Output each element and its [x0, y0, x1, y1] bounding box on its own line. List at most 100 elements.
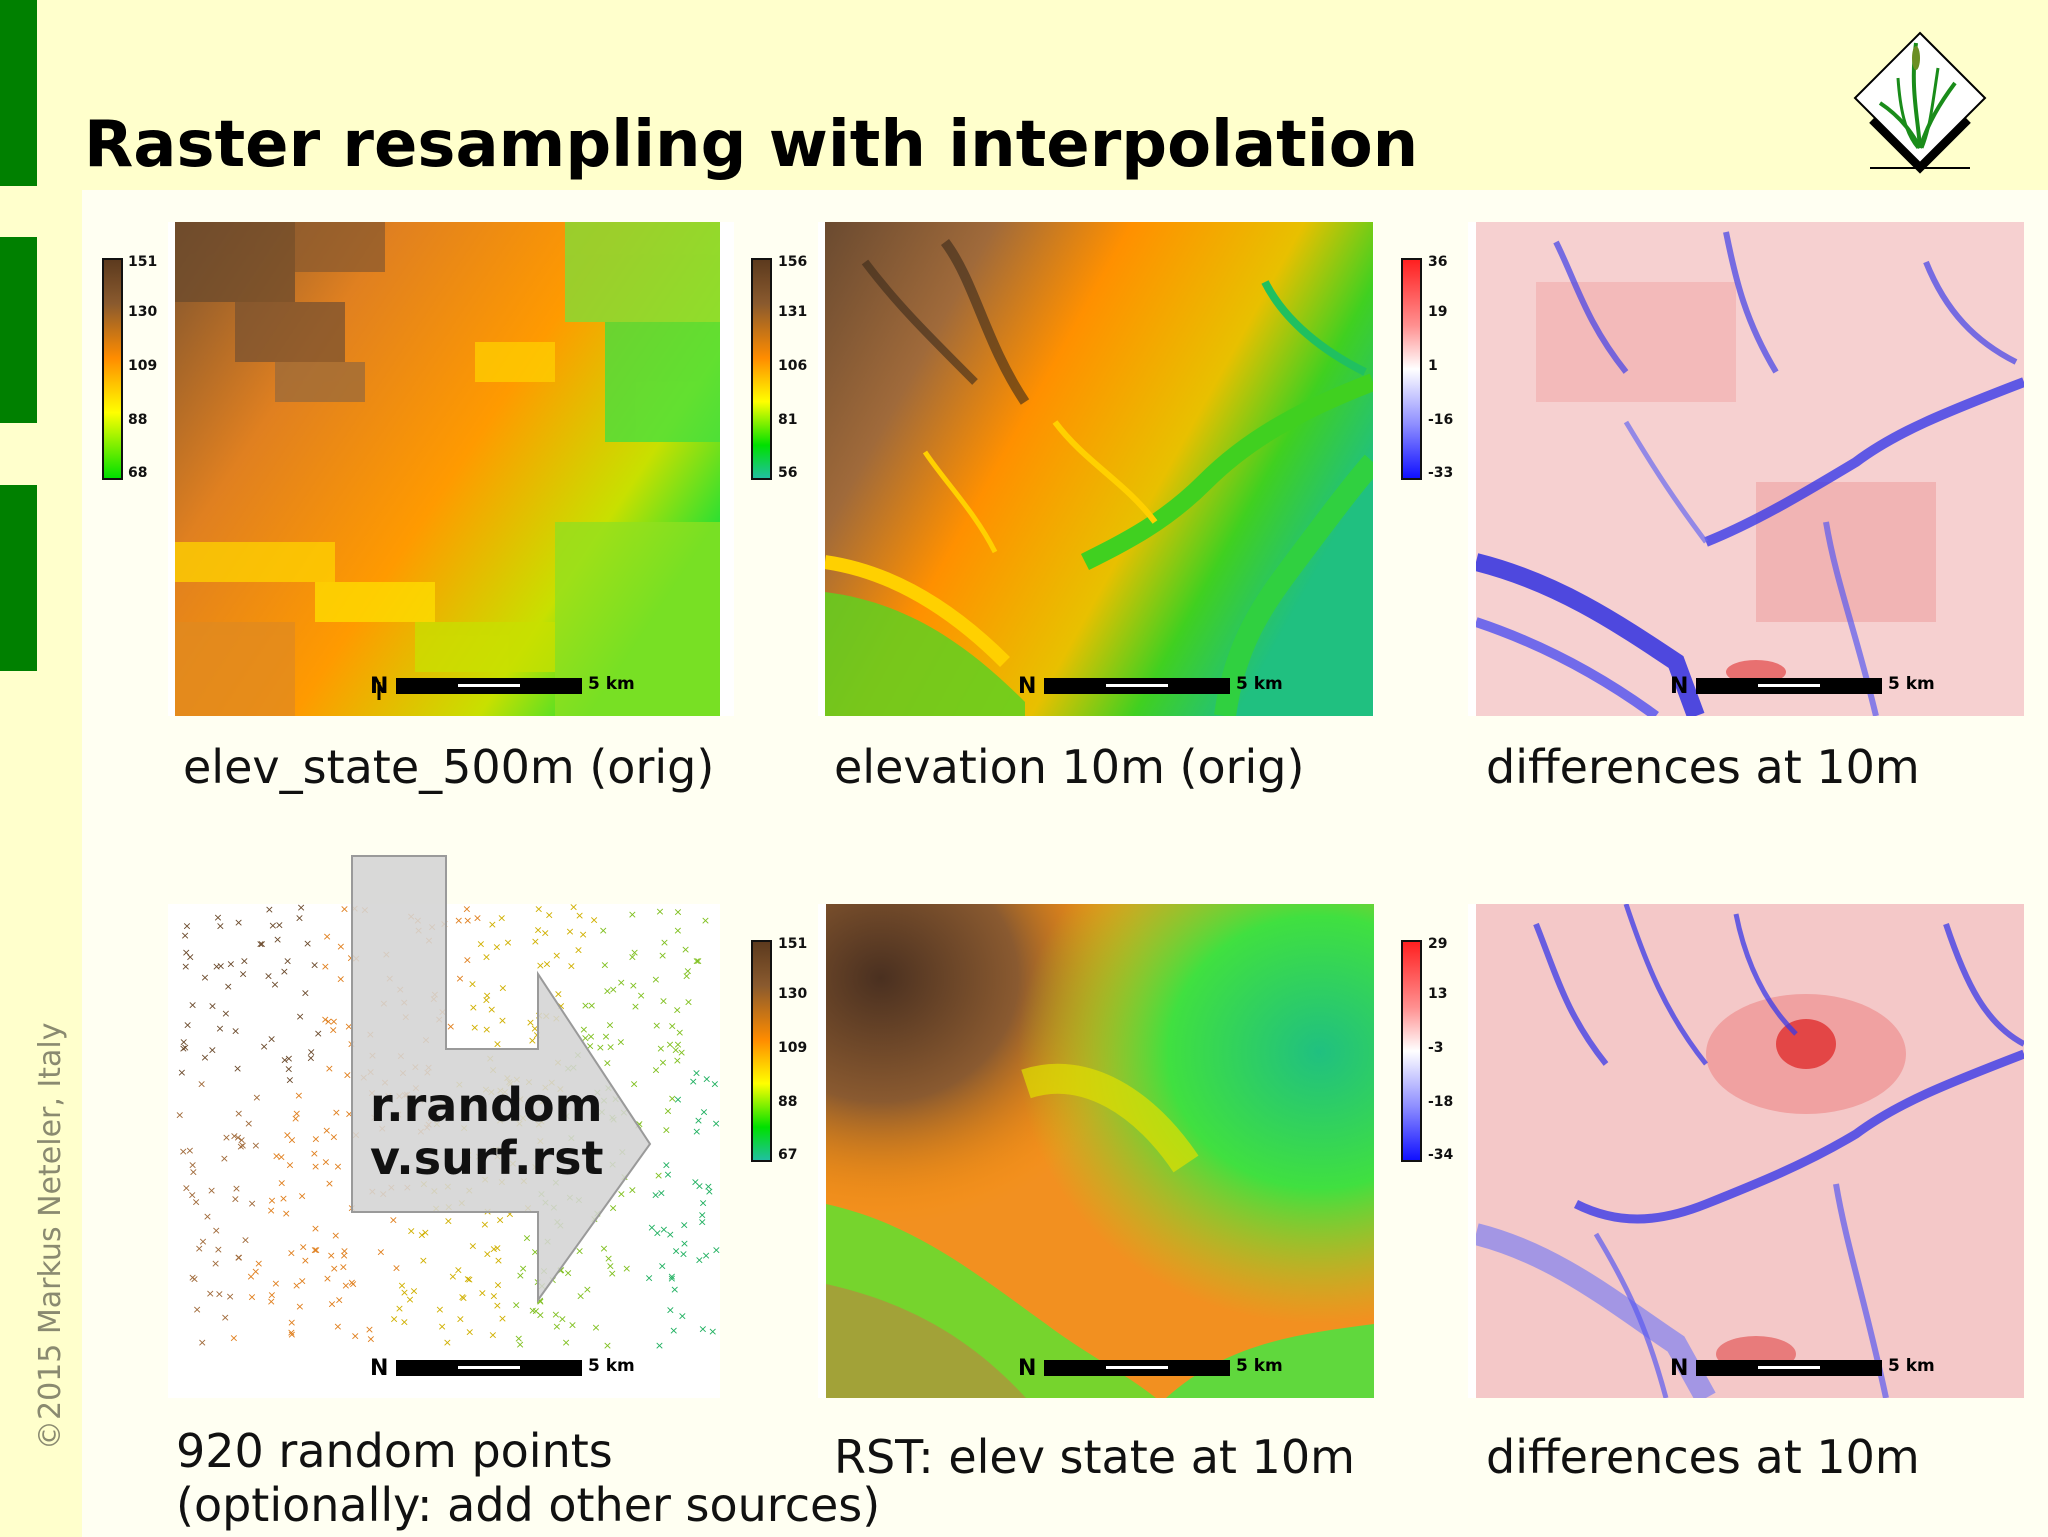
sample-point: ×	[330, 1262, 339, 1275]
sample-point: ×	[267, 1295, 276, 1308]
sample-point: ×	[323, 1272, 332, 1285]
sample-point: ×	[657, 1186, 666, 1199]
sample-point: ×	[658, 1056, 667, 1069]
legend-tick: 36	[1428, 254, 1448, 270]
sample-point: ×	[458, 1290, 467, 1303]
sample-point: ×	[188, 1189, 197, 1202]
sample-point: ×	[188, 1271, 197, 1284]
sample-point: ×	[287, 1328, 296, 1341]
sample-point: ×	[268, 919, 277, 932]
copyright-text: ©2015 Markus Neteler, Italy	[33, 1022, 68, 1450]
sample-point: ×	[340, 1249, 349, 1262]
legend-tick: -33	[1428, 465, 1454, 481]
sample-point: ×	[575, 909, 584, 922]
sample-point: ×	[333, 1320, 342, 1333]
scale-label: 5 km	[1888, 1356, 1935, 1376]
sample-point: ×	[233, 1062, 242, 1075]
sample-point: ×	[419, 1254, 428, 1267]
sample-point: ×	[586, 1030, 595, 1043]
sample-point: ×	[264, 969, 273, 982]
sample-point: ×	[663, 1104, 672, 1117]
sample-point: ×	[512, 1299, 521, 1312]
scale-label: 5 km	[1888, 674, 1935, 694]
sample-point: ×	[662, 1158, 671, 1171]
sample-point: ×	[234, 1251, 243, 1264]
sample-point: ×	[659, 1223, 668, 1236]
sample-point: ×	[579, 1023, 588, 1036]
elevation-map-500m	[175, 222, 720, 716]
sample-point: ×	[605, 1019, 614, 1032]
sample-point: ×	[622, 1262, 631, 1275]
accent-bar-2	[0, 237, 37, 423]
sample-point: ×	[177, 1066, 186, 1079]
legend-tick: 19	[1428, 304, 1448, 320]
sample-point: ×	[192, 1195, 201, 1208]
sample-point: ×	[516, 1269, 525, 1282]
sample-point: ×	[181, 1041, 190, 1054]
legend-tick: 156	[778, 254, 808, 270]
sample-point: ×	[257, 938, 266, 951]
sample-point: ×	[400, 1315, 409, 1328]
sample-point: ×	[306, 1052, 315, 1065]
sample-point: ×	[666, 1228, 675, 1241]
sample-point: ×	[465, 1273, 474, 1286]
sample-point: ×	[448, 1270, 457, 1283]
sample-point: ×	[336, 940, 345, 953]
sample-point: ×	[600, 959, 609, 972]
sample-point: ×	[655, 905, 664, 918]
legend-colorbar	[751, 258, 772, 480]
sample-point: ×	[272, 1149, 281, 1162]
caption-rst-elev: RST: elev state at 10m	[834, 1430, 1355, 1484]
sample-point: ×	[435, 1303, 444, 1316]
sample-point: ×	[224, 980, 233, 993]
sample-point: ×	[234, 916, 243, 929]
sample-point: ×	[530, 1022, 539, 1035]
sample-point: ×	[692, 1125, 701, 1138]
sample-point: ×	[215, 1022, 224, 1035]
sample-point: ×	[279, 1192, 288, 1205]
sample-point: ×	[603, 1057, 612, 1070]
sample-point: ×	[488, 918, 497, 931]
sample-point: ×	[238, 1139, 247, 1152]
sample-point: ×	[616, 1036, 625, 1049]
sample-point: ×	[653, 1226, 662, 1239]
sample-point: ×	[312, 1244, 321, 1257]
sample-point: ×	[188, 998, 197, 1011]
sample-point: ×	[244, 1117, 253, 1130]
sample-point: ×	[247, 1290, 256, 1303]
sample-point: ×	[497, 911, 506, 924]
sample-point: ×	[493, 1299, 502, 1312]
sample-point: ×	[522, 1232, 531, 1245]
sample-point: ×	[468, 977, 477, 990]
sample-point: ×	[179, 1145, 188, 1158]
sample-point: ×	[240, 954, 249, 967]
sample-point: ×	[551, 1308, 560, 1321]
sample-point: ×	[482, 994, 491, 1007]
sample-point: ×	[321, 1155, 330, 1168]
sample-point: ×	[287, 1316, 296, 1329]
sample-point: ×	[208, 1043, 217, 1056]
sample-point: ×	[575, 1244, 584, 1257]
scale-bar	[396, 1360, 582, 1376]
legend-tick: 88	[778, 1094, 798, 1110]
sample-point: ×	[596, 1041, 605, 1054]
sample-point: ×	[321, 1013, 330, 1026]
sample-point: ×	[340, 904, 349, 916]
sample-point: ×	[220, 1152, 229, 1165]
legend-tick: 109	[778, 1040, 808, 1056]
sample-point: ×	[270, 978, 279, 991]
sample-point: ×	[531, 1245, 540, 1258]
sample-point: ×	[322, 1124, 331, 1137]
sample-point: ×	[673, 1003, 682, 1016]
sample-point: ×	[599, 1242, 608, 1255]
sample-point: ×	[488, 1329, 497, 1342]
sample-point: ×	[489, 1243, 498, 1256]
sample-point: ×	[535, 1294, 544, 1307]
sample-point: ×	[658, 949, 667, 962]
sample-point: ×	[576, 1290, 585, 1303]
sample-point: ×	[672, 1245, 681, 1258]
sample-point: ×	[606, 1260, 615, 1273]
sample-point: ×	[397, 1279, 406, 1292]
sample-point: ×	[569, 904, 578, 913]
sample-point: ×	[349, 1278, 358, 1291]
